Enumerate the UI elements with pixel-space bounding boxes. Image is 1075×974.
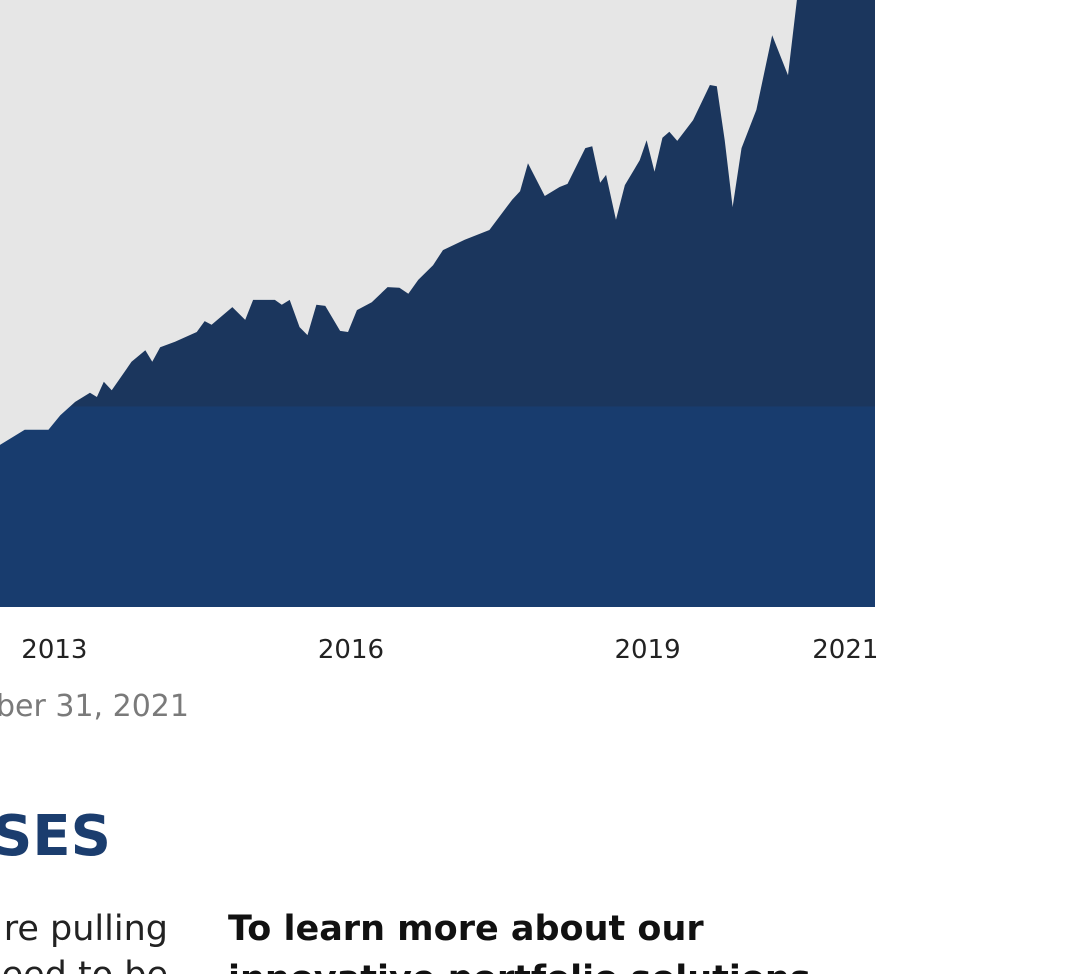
x-tick-label: 2019 [615, 635, 681, 665]
body-line: eed to be [2, 955, 168, 974]
x-tick-label: 2016 [318, 635, 384, 665]
cta-line: To learn more about our [228, 909, 704, 949]
cta-line: innovative portfolio solutions [228, 959, 811, 974]
body-line: re pulling [4, 909, 168, 949]
area [0, 0, 875, 607]
x-axis: 2013 2016 2019 2021 [21, 635, 878, 665]
section-heading: SES [0, 804, 111, 869]
x-tick-label: 2013 [21, 635, 87, 665]
x-tick-label: 2021 [812, 635, 878, 665]
caption: ber 31, 2021 [0, 689, 189, 724]
plot [0, 0, 875, 607]
